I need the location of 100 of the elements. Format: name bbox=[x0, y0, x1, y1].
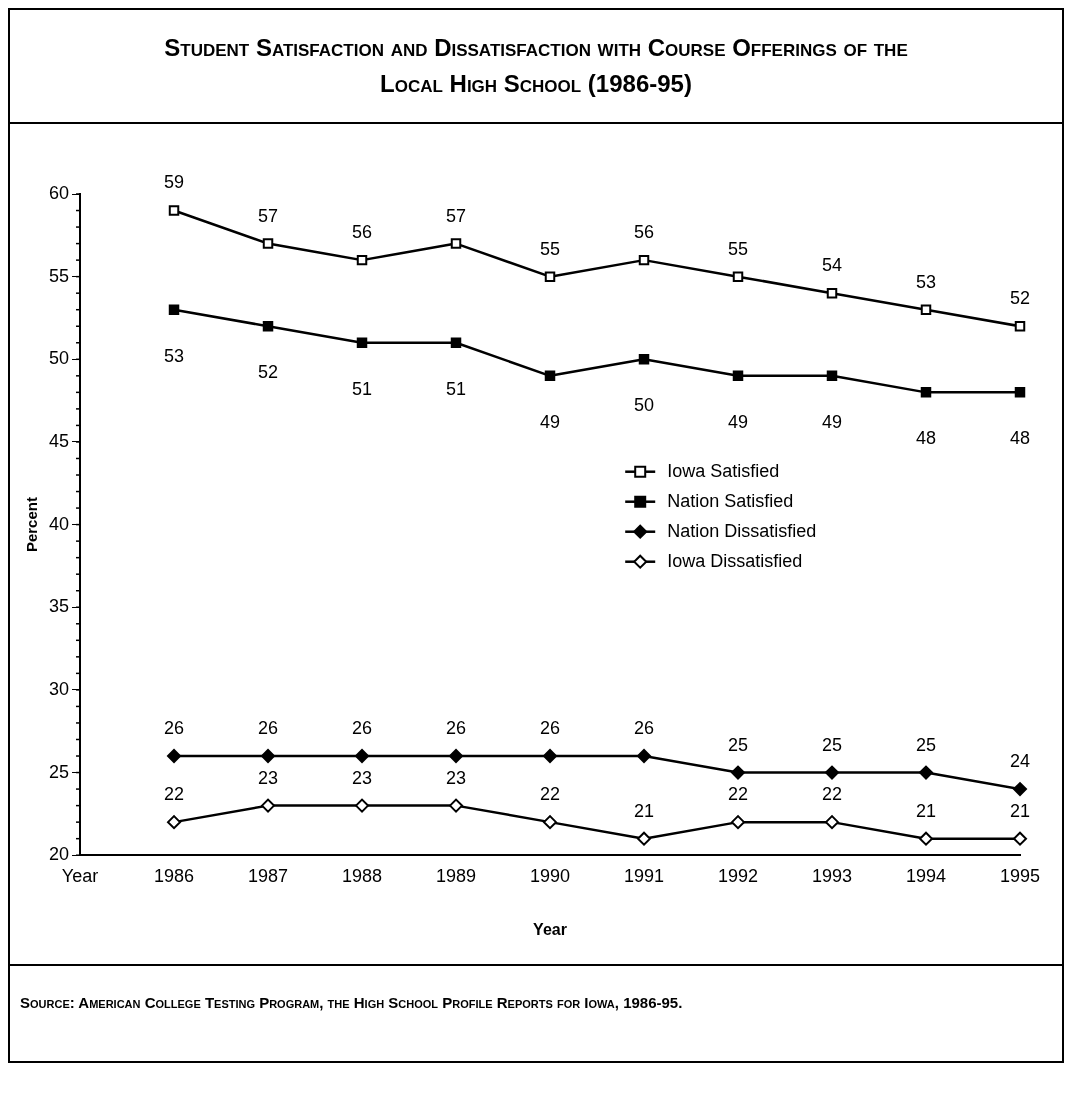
y-tick-label: 55 bbox=[48, 265, 70, 286]
point bbox=[167, 749, 182, 764]
x-tick-label: Year bbox=[61, 865, 99, 886]
data-label: 25 bbox=[915, 734, 937, 755]
data-label: 22 bbox=[164, 784, 185, 805]
x-tick-label: 1988 bbox=[341, 865, 383, 886]
data-label: 57 bbox=[446, 205, 467, 226]
data-label: 22 bbox=[727, 784, 749, 805]
x-tick-label: 1994 bbox=[905, 865, 947, 886]
point bbox=[450, 238, 462, 249]
x-tick-label: 1987 bbox=[247, 865, 289, 886]
point bbox=[543, 749, 558, 764]
data-label: 55 bbox=[727, 238, 749, 259]
point bbox=[167, 815, 182, 830]
legend-label: Nation Dissatisfied bbox=[667, 520, 817, 541]
data-label: 25 bbox=[727, 734, 749, 755]
data-label: 53 bbox=[164, 345, 185, 366]
data-label: 26 bbox=[352, 717, 373, 738]
point bbox=[826, 287, 838, 299]
x-tick-label: 1990 bbox=[529, 865, 571, 886]
data-label: 54 bbox=[821, 255, 843, 276]
data-label: 49 bbox=[821, 411, 843, 432]
point bbox=[449, 749, 464, 764]
data-label: 59 bbox=[164, 172, 185, 193]
x-tick-label: 1993 bbox=[811, 865, 853, 886]
x-tick-label: 1989 bbox=[435, 865, 477, 886]
y-tick-label: 30 bbox=[48, 678, 70, 699]
data-label: 51 bbox=[446, 378, 467, 399]
legend-label: Iowa Dissatisfied bbox=[667, 550, 803, 571]
point bbox=[168, 205, 180, 216]
point bbox=[825, 765, 839, 780]
data-label: 23 bbox=[352, 767, 373, 788]
y-tick-label: 40 bbox=[48, 513, 70, 534]
point bbox=[732, 271, 744, 282]
data-label: 21 bbox=[633, 800, 655, 821]
data-label: 26 bbox=[258, 717, 279, 738]
point bbox=[355, 798, 370, 813]
legend-label: Nation Satisfied bbox=[667, 490, 794, 511]
point bbox=[637, 749, 652, 764]
point bbox=[920, 387, 932, 398]
data-label: 48 bbox=[915, 428, 937, 449]
point bbox=[356, 254, 368, 266]
y-tick-label: 45 bbox=[48, 430, 70, 451]
x-tick-label: 1991 bbox=[623, 865, 665, 886]
x-tick-label: 1986 bbox=[154, 865, 195, 886]
data-label: 56 bbox=[633, 222, 655, 243]
data-label: 24 bbox=[1009, 751, 1031, 772]
x-tick-label: 1995 bbox=[999, 865, 1041, 886]
point bbox=[449, 798, 464, 813]
data-label: 22 bbox=[540, 784, 561, 805]
point bbox=[262, 321, 274, 332]
point bbox=[638, 254, 650, 266]
data-label: 23 bbox=[258, 767, 279, 788]
data-label: 21 bbox=[1009, 800, 1031, 821]
point bbox=[450, 337, 462, 349]
chart-title: Student Satisfaction and Dissatisfaction with Course Offerings of the Local High School (1986-95) bbox=[10, 10, 1062, 124]
data-label: 50 bbox=[633, 395, 655, 416]
y-tick-label: 60 bbox=[48, 182, 70, 203]
point bbox=[262, 238, 274, 249]
source-note: Source: American College Testing Program, the High School Profile Reports for Iowa, 1986-95. bbox=[20, 994, 684, 1011]
legend-label: Iowa Satisfied bbox=[667, 460, 780, 481]
point bbox=[543, 815, 558, 830]
point bbox=[261, 798, 276, 813]
y-tick-label: 50 bbox=[48, 348, 70, 369]
data-label: 26 bbox=[633, 717, 655, 738]
y-tick-label: 35 bbox=[48, 596, 70, 617]
data-label: 53 bbox=[915, 271, 937, 292]
data-label: 48 bbox=[1009, 428, 1031, 449]
point bbox=[919, 765, 933, 780]
data-label: 49 bbox=[540, 411, 561, 432]
y-axis-title: Percent bbox=[23, 497, 41, 553]
point bbox=[168, 304, 180, 315]
data-label: 52 bbox=[1009, 288, 1031, 309]
point bbox=[919, 831, 933, 846]
data-label: 49 bbox=[727, 411, 749, 432]
data-label: 25 bbox=[821, 734, 843, 755]
point bbox=[1014, 321, 1026, 332]
data-label: 56 bbox=[352, 222, 373, 243]
data-label: 26 bbox=[446, 717, 467, 738]
point bbox=[731, 765, 746, 780]
data-label: 57 bbox=[258, 205, 279, 226]
point bbox=[732, 370, 744, 382]
data-label: 22 bbox=[821, 784, 843, 805]
point bbox=[544, 370, 556, 382]
point bbox=[1013, 782, 1027, 797]
point bbox=[355, 749, 370, 764]
data-label: 55 bbox=[540, 238, 561, 259]
data-label: 23 bbox=[446, 767, 467, 788]
data-label: 26 bbox=[164, 717, 185, 738]
y-tick-label: 20 bbox=[48, 844, 70, 865]
point bbox=[1014, 387, 1026, 398]
point bbox=[920, 304, 932, 315]
point bbox=[356, 337, 368, 349]
point bbox=[637, 831, 652, 846]
point bbox=[1013, 831, 1027, 846]
data-label: 52 bbox=[258, 362, 279, 383]
x-tick-label: 1992 bbox=[717, 865, 759, 886]
point bbox=[638, 354, 650, 365]
point bbox=[731, 815, 746, 830]
data-label: 51 bbox=[352, 378, 373, 399]
